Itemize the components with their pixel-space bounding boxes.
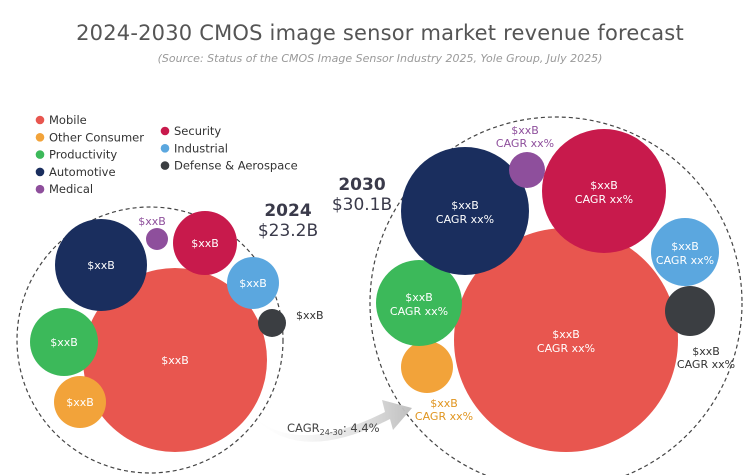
legend-swatch-productivity xyxy=(36,150,45,159)
bubble-2024-defense-and-aerospace xyxy=(258,309,286,337)
legend-item-mobile: Mobile xyxy=(36,113,87,127)
legend-item-productivity: Productivity xyxy=(36,148,118,162)
bubble-label-2024-mobile: $xxB xyxy=(161,354,189,367)
bubble-chart: 2024-2030 CMOS image sensor market reven… xyxy=(0,0,756,475)
bubble-label-2030-productivity: $xxB xyxy=(405,291,433,304)
bubble-label-2030-other-consumer: $xxB xyxy=(430,397,458,410)
bubble-cagr-2030-automotive: CAGR xx% xyxy=(436,213,494,226)
group-total-2030: $30.1B xyxy=(332,195,392,215)
legend-item-defense-and-aerospace: Defense & Aerospace xyxy=(161,159,298,173)
bubble-label-2030-industrial: $xxB xyxy=(671,240,699,253)
legend-label-security: Security xyxy=(174,124,221,138)
group-year-2030: 2030 xyxy=(338,175,385,195)
legend-label-other-consumer: Other Consumer xyxy=(49,130,144,144)
legend-label-mobile: Mobile xyxy=(49,113,87,127)
bubble-label-2030-defense-and-aerospace: $xxB xyxy=(692,345,720,358)
bubble-cagr-2030-defense-and-aerospace: CAGR xx% xyxy=(677,358,735,371)
bubble-label-2024-industrial: $xxB xyxy=(239,277,267,290)
bubble-2030-other-consumer xyxy=(401,341,453,393)
bubble-label-2030-medical: $xxB xyxy=(511,124,539,137)
bubble-cagr-2030-security: CAGR xx% xyxy=(575,193,633,206)
legend-swatch-automotive xyxy=(36,168,45,177)
legend-item-medical: Medical xyxy=(36,182,93,196)
legend-label-industrial: Industrial xyxy=(174,141,228,155)
bubble-label-2024-productivity: $xxB xyxy=(50,336,78,349)
legend-item-automotive: Automotive xyxy=(36,165,116,179)
bubble-label-2030-security: $xxB xyxy=(590,179,618,192)
legend-swatch-other-consumer xyxy=(36,133,45,142)
legend-item-other-consumer: Other Consumer xyxy=(36,130,145,144)
legend-label-automotive: Automotive xyxy=(49,165,116,179)
bubble-label-2024-security: $xxB xyxy=(191,237,219,250)
chart-subtitle: (Source: Status of the CMOS Image Sensor… xyxy=(158,52,603,65)
legend-item-industrial: Industrial xyxy=(161,141,228,155)
legend-label-medical: Medical xyxy=(49,182,93,196)
bubble-2024-medical xyxy=(146,228,168,250)
bubble-cagr-2030-mobile: CAGR xx% xyxy=(537,342,595,355)
bubble-cagr-2030-industrial: CAGR xx% xyxy=(656,254,714,267)
legend-swatch-medical xyxy=(36,185,45,194)
legend: Mobile Other Consumer Productivity Automoti… xyxy=(36,113,298,196)
bubble-label-2030-automotive: $xxB xyxy=(451,199,479,212)
legend-label-defense-and-aerospace: Defense & Aerospace xyxy=(174,159,298,173)
overall-cagr-label: CAGR24-30: 4.4% xyxy=(287,421,380,437)
group-totals: 2024$23.2B 2030$30.1B xyxy=(258,175,392,241)
bubble-2030-medical xyxy=(509,152,545,188)
legend-swatch-mobile xyxy=(36,116,45,125)
bubble-cagr-2030-other-consumer: CAGR xx% xyxy=(415,410,473,423)
legend-swatch-industrial xyxy=(161,144,170,153)
bubble-label-2030-mobile: $xxB xyxy=(552,328,580,341)
bubble-label-2024-defense-and-aerospace: $xxB xyxy=(296,309,324,322)
bubble-cagr-2030-medical: CAGR xx% xyxy=(496,137,554,150)
chart-title: 2024-2030 CMOS image sensor market reven… xyxy=(76,21,684,45)
group-total-2024: $23.2B xyxy=(258,221,318,241)
bubble-label-2024-medical: $xxB xyxy=(138,215,166,228)
bubble-cagr-2030-productivity: CAGR xx% xyxy=(390,305,448,318)
group-year-2024: 2024 xyxy=(264,201,311,221)
legend-label-productivity: Productivity xyxy=(49,148,117,162)
legend-item-security: Security xyxy=(161,124,222,138)
bubble-2030-defense-and-aerospace xyxy=(665,286,715,336)
bubble-label-2024-other-consumer: $xxB xyxy=(66,396,94,409)
legend-swatch-defense-and-aerospace xyxy=(161,161,170,170)
legend-swatch-security xyxy=(161,127,170,136)
bubble-label-2024-automotive: $xxB xyxy=(87,259,115,272)
